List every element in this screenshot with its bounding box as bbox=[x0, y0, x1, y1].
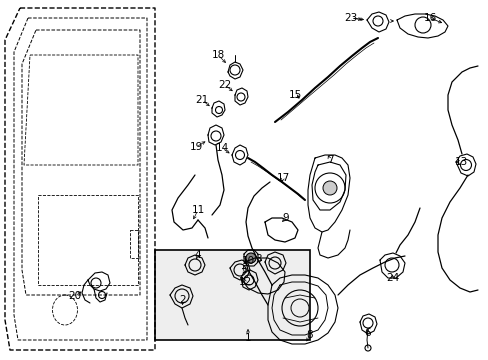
Text: 6: 6 bbox=[364, 328, 370, 338]
Text: 12: 12 bbox=[238, 277, 251, 287]
Circle shape bbox=[323, 181, 336, 195]
Text: 4: 4 bbox=[194, 250, 201, 260]
Text: 7: 7 bbox=[326, 155, 333, 165]
Text: 22: 22 bbox=[218, 80, 231, 90]
Text: 9: 9 bbox=[282, 213, 289, 223]
Text: 21: 21 bbox=[195, 95, 208, 105]
Text: 18: 18 bbox=[211, 50, 224, 60]
Text: 20: 20 bbox=[68, 291, 81, 301]
Text: 8: 8 bbox=[306, 330, 313, 340]
Text: 19: 19 bbox=[189, 142, 202, 152]
Text: 11: 11 bbox=[191, 205, 204, 215]
Text: 17: 17 bbox=[276, 173, 289, 183]
Text: 24: 24 bbox=[386, 273, 399, 283]
Text: 5: 5 bbox=[241, 265, 248, 275]
Text: 13: 13 bbox=[453, 157, 467, 167]
Text: 16: 16 bbox=[423, 13, 436, 23]
Text: 3: 3 bbox=[254, 254, 261, 264]
Text: 2: 2 bbox=[179, 295, 186, 305]
Text: 10: 10 bbox=[241, 256, 254, 266]
Text: 15: 15 bbox=[288, 90, 301, 100]
Text: 23: 23 bbox=[344, 13, 357, 23]
Bar bbox=[155, 250, 309, 340]
Circle shape bbox=[245, 253, 256, 263]
Text: 14: 14 bbox=[215, 143, 228, 153]
Text: 1: 1 bbox=[244, 333, 251, 343]
